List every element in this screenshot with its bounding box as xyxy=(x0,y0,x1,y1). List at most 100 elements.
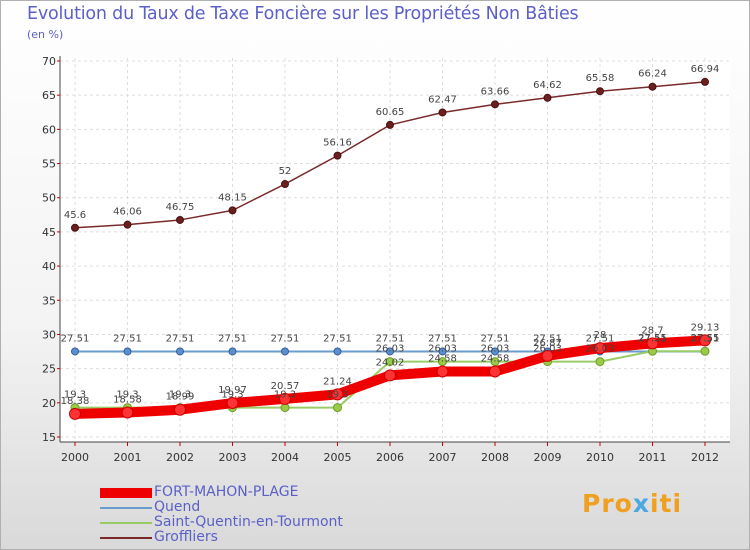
y-tick-label: 50 xyxy=(42,192,56,205)
y-tick-label: 70 xyxy=(42,55,56,68)
data-point-2 xyxy=(385,357,395,367)
data-label-2: 26.03 xyxy=(376,344,405,355)
data-label-2: 26.03 xyxy=(533,344,562,355)
data-label-2: 19.3 xyxy=(116,390,138,401)
data-label-1: 27.51 xyxy=(481,333,510,344)
data-label-1: 27.51 xyxy=(691,333,720,344)
x-tick-label: 2004 xyxy=(271,451,299,464)
data-point-0 xyxy=(279,392,291,405)
data-label-0: 29.13 xyxy=(691,322,720,333)
data-label-2: 26.03 xyxy=(428,344,457,355)
data-label-1: 27.51 xyxy=(638,333,667,344)
data-label-1: 27.51 xyxy=(61,333,90,344)
data-point-3 xyxy=(281,180,289,189)
data-label-3: 56.16 xyxy=(323,138,352,149)
data-label-3: 46.06 xyxy=(113,207,142,218)
data-label-2: 19.3 xyxy=(169,390,191,401)
x-tick-label: 2005 xyxy=(324,451,352,464)
data-label-3: 65.58 xyxy=(586,73,615,84)
data-point-3 xyxy=(71,223,79,232)
data-label-0: 24.58 xyxy=(481,354,510,365)
data-label-0: 28.7 xyxy=(641,325,663,336)
legend-label: Saint-Quentin-en-Tourmont xyxy=(154,514,343,530)
legend-swatch xyxy=(100,522,152,524)
x-tick-label: 2012 xyxy=(691,451,719,464)
data-label-3: 64.62 xyxy=(533,80,562,91)
data-label-2: 26.03 xyxy=(481,344,510,355)
data-point-1 xyxy=(281,347,289,356)
data-point-3 xyxy=(648,82,657,91)
x-tick-label: 2009 xyxy=(534,451,562,464)
legend-label: Groffliers xyxy=(154,529,218,545)
data-point-0 xyxy=(69,407,81,420)
data-label-1: 27.51 xyxy=(271,333,300,344)
data-point-0 xyxy=(594,342,606,355)
data-label-1: 27.51 xyxy=(218,333,247,344)
x-tick-label: 2008 xyxy=(481,451,509,464)
logo-text-a: Pro xyxy=(582,489,633,518)
x-tick-label: 2006 xyxy=(376,451,404,464)
data-point-0 xyxy=(121,406,134,419)
legend-item-quend: Quend xyxy=(100,499,430,515)
legend-item-groffliers: Groffliers xyxy=(100,529,430,545)
data-label-3: 66.24 xyxy=(638,69,667,80)
data-label-0: 24.02 xyxy=(376,357,405,368)
data-label-0: 18.38 xyxy=(61,396,90,407)
data-point-3 xyxy=(333,151,342,160)
x-tick-label: 2011 xyxy=(639,451,667,464)
data-label-2: 19.3 xyxy=(221,390,243,401)
y-tick-label: 65 xyxy=(42,89,56,102)
data-point-1 xyxy=(123,347,132,356)
data-point-3 xyxy=(438,108,447,117)
data-label-2: 27.55 xyxy=(691,333,720,344)
data-point-3 xyxy=(543,93,552,102)
data-point-0 xyxy=(489,365,501,378)
data-point-0 xyxy=(226,397,239,410)
legend-label: Quend xyxy=(154,499,201,515)
data-label-3: 48.15 xyxy=(218,192,247,203)
data-point-2 xyxy=(700,346,710,356)
data-point-3 xyxy=(228,206,237,215)
data-label-1: 27.51 xyxy=(586,333,615,344)
y-tick-label: 20 xyxy=(42,397,56,410)
data-label-1: 27.51 xyxy=(376,333,405,344)
data-point-2 xyxy=(595,357,605,367)
data-label-0: 28 xyxy=(594,330,607,341)
y-tick-label: 30 xyxy=(42,328,56,341)
legend-item-fort-mahon-plage: FORT-MAHON-PLAGE xyxy=(100,484,430,500)
data-label-1: 27.51 xyxy=(166,333,195,344)
x-tick-label: 2007 xyxy=(429,451,457,464)
data-point-3 xyxy=(701,77,709,86)
y-tick-label: 40 xyxy=(42,260,56,273)
y-tick-label: 45 xyxy=(42,226,56,239)
data-label-3: 45.6 xyxy=(64,210,86,221)
data-label-2: 19.3 xyxy=(64,390,86,401)
logo-text-x: x xyxy=(632,489,650,518)
data-label-2: 19.3 xyxy=(274,390,296,401)
data-point-0 xyxy=(174,403,186,416)
data-point-1 xyxy=(386,347,394,356)
y-tick-label: 55 xyxy=(42,158,56,171)
data-point-3 xyxy=(596,87,604,96)
data-label-0: 26.87 xyxy=(533,338,562,349)
data-point-1 xyxy=(491,347,499,356)
x-tick-label: 2002 xyxy=(166,451,194,464)
data-label-0: 20.57 xyxy=(271,381,300,392)
data-label-0: 24.58 xyxy=(428,354,457,365)
legend-swatch xyxy=(100,507,152,509)
data-label-2: 26.03 xyxy=(586,344,615,355)
x-tick-label: 2003 xyxy=(219,451,247,464)
data-label-3: 46.75 xyxy=(166,202,195,213)
data-label-3: 52 xyxy=(279,166,292,177)
x-tick-label: 2000 xyxy=(61,451,89,464)
legend-label: FORT-MAHON-PLAGE xyxy=(154,484,299,500)
chart-title: Evolution du Taux de Taxe Foncière sur l… xyxy=(27,4,579,24)
data-label-0: 21.24 xyxy=(323,376,352,387)
legend: FORT-MAHON-PLAGE Quend Saint-Quentin-en-… xyxy=(100,484,430,545)
y-tick-label: 60 xyxy=(42,123,56,136)
data-point-0 xyxy=(541,349,554,362)
data-point-3 xyxy=(123,220,132,229)
data-point-3 xyxy=(176,215,184,224)
y-tick-label: 15 xyxy=(42,431,56,444)
